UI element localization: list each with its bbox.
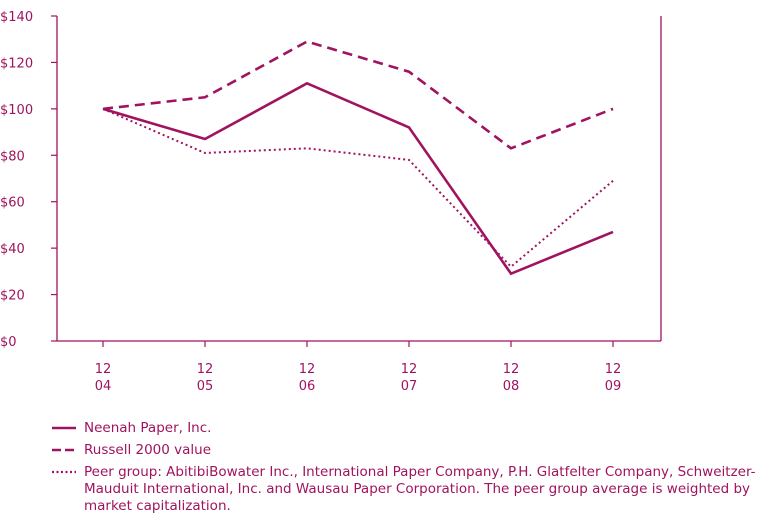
legend-label-russell: Russell 2000 value	[84, 442, 211, 458]
y-tick-label: $20	[0, 289, 25, 304]
line-chart: $0 $20 $40 $60 $80 $100 $120 $140 12 04 12 05 12 06 12…	[0, 0, 775, 410]
chart-ticks: $0 $20 $40 $60 $80 $100 $120 $140 12 04 12 05 12 06 12…	[0, 10, 621, 394]
chart-axes	[57, 16, 661, 341]
y-tick-label: $100	[0, 103, 33, 118]
legend-swatch-dashed	[52, 444, 78, 456]
x-tick-label: 12	[299, 362, 316, 377]
x-tick-label: 05	[197, 379, 214, 394]
y-tick-label: $0	[0, 335, 17, 350]
y-tick-label: $120	[0, 56, 33, 71]
x-tick-label: 08	[503, 379, 520, 394]
chart-legend: Neenah Paper, Inc. Russell 2000 value Pe…	[52, 420, 772, 520]
legend-item-peer-group: Peer group: AbitibiBowater Inc., Interna…	[52, 464, 772, 515]
y-tick-label: $60	[0, 196, 25, 211]
legend-label-neenah: Neenah Paper, Inc.	[84, 420, 211, 436]
x-tick-label: 12	[503, 362, 520, 377]
legend-swatch-dotted	[52, 466, 78, 478]
x-tick-label: 12	[197, 362, 214, 377]
legend-item-neenah: Neenah Paper, Inc.	[52, 420, 772, 437]
legend-swatch-solid	[52, 422, 78, 434]
x-tick-label: 12	[605, 362, 622, 377]
y-tick-label: $140	[0, 10, 33, 25]
x-tick-label: 06	[299, 379, 316, 394]
x-tick-label: 09	[605, 379, 622, 394]
x-tick-label: 04	[95, 379, 112, 394]
y-tick-label: $40	[0, 242, 25, 257]
chart-series	[103, 41, 613, 273]
legend-label-peer-group: Peer group: AbitibiBowater Inc., Interna…	[84, 464, 756, 514]
y-tick-label: $80	[0, 149, 25, 164]
x-tick-label: 12	[401, 362, 418, 377]
x-tick-label: 12	[95, 362, 112, 377]
x-tick-label: 07	[401, 379, 418, 394]
legend-item-russell: Russell 2000 value	[52, 442, 772, 459]
